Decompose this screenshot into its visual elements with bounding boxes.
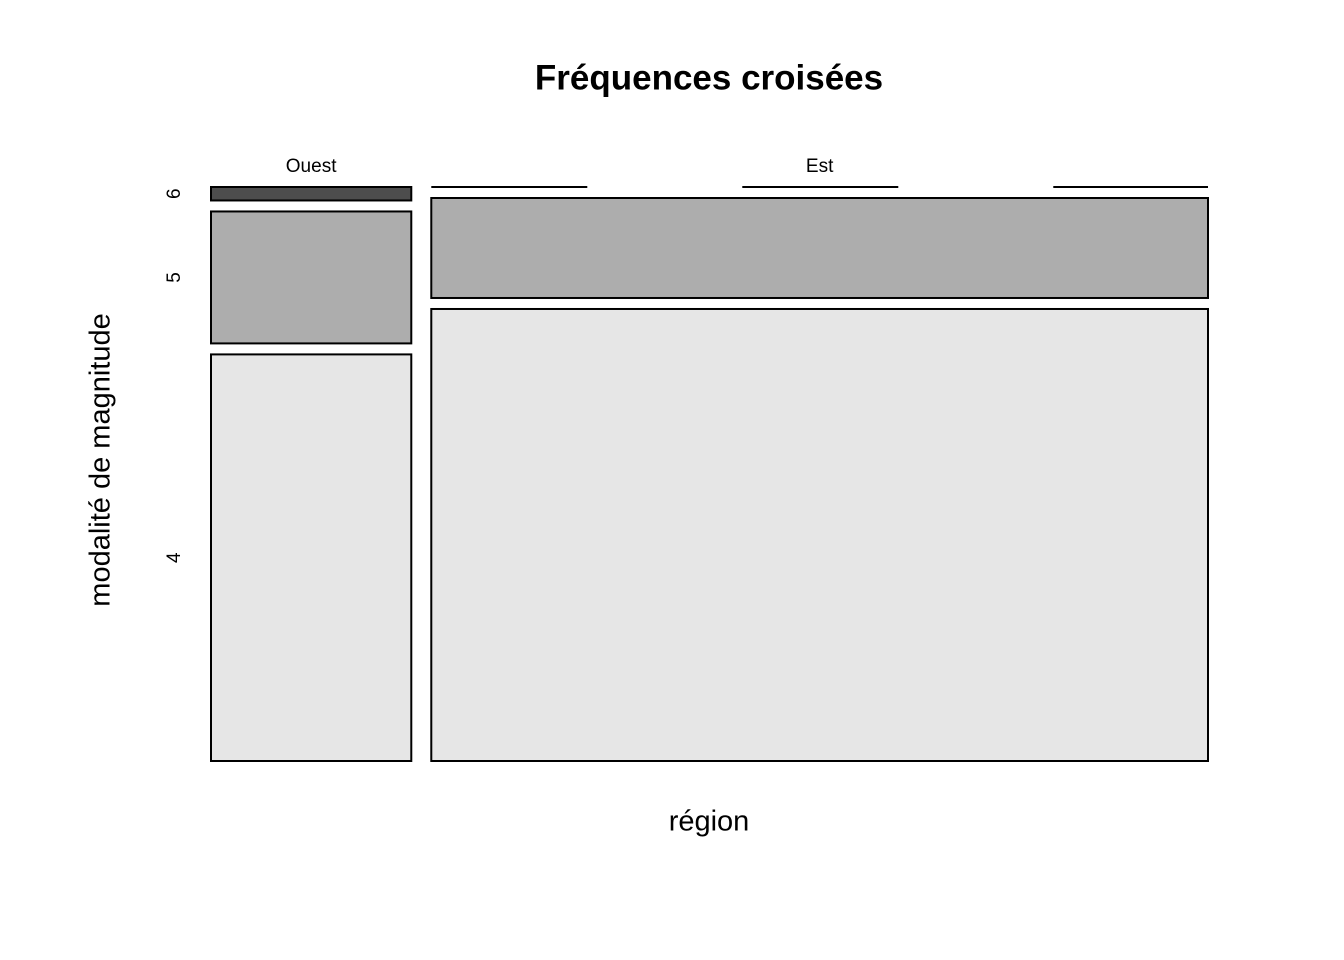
mosaic-cell [430, 197, 1210, 299]
mosaic-cell [210, 353, 413, 762]
y-level-label: 5 [164, 272, 185, 283]
chart-title: Fréquences croisées [535, 58, 883, 97]
y-level-label: 4 [164, 552, 185, 563]
y-level-label: 6 [164, 188, 185, 199]
column-label: Ouest [286, 156, 337, 177]
mosaic-cell [210, 186, 413, 202]
y-axis-label: modalité de magnitude [85, 313, 117, 606]
mosaic-cell [430, 307, 1210, 762]
column-label: Est [806, 156, 834, 177]
mosaic-cell [210, 210, 413, 345]
x-axis-label: région [669, 806, 750, 838]
